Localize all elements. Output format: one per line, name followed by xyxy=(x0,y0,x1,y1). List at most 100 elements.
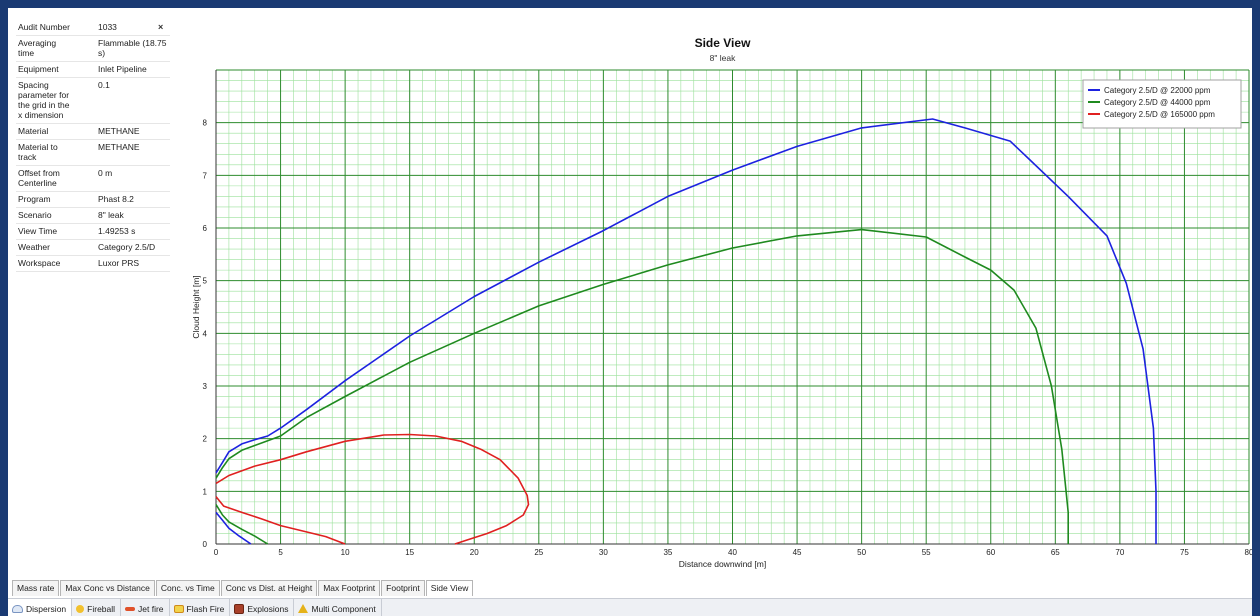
report-tab[interactable]: Max Conc vs Distance xyxy=(60,580,155,596)
x-tick-label: 20 xyxy=(470,548,479,557)
model-tab-label: Jet fire xyxy=(138,603,164,614)
legend-label: Category 2.5/D @ 44000 ppm xyxy=(1104,98,1211,107)
legend-label: Category 2.5/D @ 165000 ppm xyxy=(1104,110,1215,119)
property-key: Equipment xyxy=(18,64,59,74)
property-key: Material xyxy=(18,126,49,136)
property-key: Workspace xyxy=(18,258,61,268)
property-row: Spacing parameter for the grid in the x … xyxy=(16,78,170,124)
x-tick-label: 30 xyxy=(599,548,608,557)
model-tab-label: Explosions xyxy=(247,603,289,614)
property-row: Workspace Luxor PRS xyxy=(16,256,170,272)
chart-title: Side View xyxy=(695,36,751,50)
property-value: Category 2.5/D xyxy=(98,242,156,252)
series-line-4 xyxy=(215,511,252,545)
app-frame: × Audit Number 1033 Averaging time Flammabl… xyxy=(8,8,1252,616)
report-tab[interactable]: Mass rate xyxy=(12,580,60,596)
report-tab[interactable]: Footprint xyxy=(381,580,425,596)
properties-panel: × Audit Number 1033 Averaging time Flammabl… xyxy=(16,20,170,272)
property-value: METHANE xyxy=(98,142,140,152)
property-value: 1.49253 s xyxy=(98,226,136,236)
property-row: Averaging time Flammable (18.75 s) xyxy=(16,36,170,62)
model-tab-label: Multi Component xyxy=(311,603,376,614)
y-tick-label: 6 xyxy=(203,224,208,233)
property-row: Material METHANE xyxy=(16,124,170,140)
property-key: View Time xyxy=(18,226,58,236)
y-tick-label: 5 xyxy=(203,277,208,286)
x-tick-label: 65 xyxy=(1051,548,1060,557)
model-tab[interactable]: Fireball xyxy=(72,599,122,616)
property-value: 8" leak xyxy=(98,210,124,220)
property-row: Scenario 8" leak xyxy=(16,208,170,224)
legend-label: Category 2.5/D @ 22000 ppm xyxy=(1104,86,1211,95)
property-key: Program xyxy=(18,194,51,204)
report-tab[interactable]: Conc vs Dist. at Height xyxy=(220,580,318,596)
report-tab[interactable]: Conc. vs Time xyxy=(155,580,220,596)
y-tick-label: 8 xyxy=(203,119,208,128)
series-line-3 xyxy=(215,496,346,545)
property-key: Scenario xyxy=(18,210,52,220)
multi-component-icon xyxy=(298,604,309,613)
report-tab[interactable]: Side View xyxy=(425,580,474,596)
jet-fire-icon xyxy=(125,606,136,611)
x-tick-label: 70 xyxy=(1115,548,1124,557)
series-line-5 xyxy=(215,504,269,545)
property-value: Inlet Pipeline xyxy=(98,64,147,74)
flash-fire-icon xyxy=(173,604,184,613)
model-tab[interactable]: Flash Fire xyxy=(170,599,231,616)
legend-box xyxy=(1082,79,1242,129)
chart-subtitle: 8" leak xyxy=(710,53,736,63)
y-tick-label: 7 xyxy=(203,171,208,180)
model-tab[interactable]: Jet fire xyxy=(121,599,170,616)
series-line-1 xyxy=(215,228,1069,544)
x-tick-label: 25 xyxy=(534,548,543,557)
property-value: 0.1 xyxy=(98,80,110,90)
model-tab[interactable]: Explosions xyxy=(230,599,295,616)
property-row: Equipment Inlet Pipeline xyxy=(16,62,170,78)
property-value: Luxor PRS xyxy=(98,258,140,268)
model-tab-label: Flash Fire xyxy=(186,603,225,614)
dispersion-icon xyxy=(12,604,23,613)
model-tab[interactable]: Multi Component xyxy=(294,599,382,616)
property-row: Program Phast 8.2 xyxy=(16,192,170,208)
property-key: Spacing parameter for the grid in the x … xyxy=(18,80,70,120)
property-row: Material to track METHANE xyxy=(16,140,170,166)
x-tick-label: 5 xyxy=(278,548,283,557)
x-tick-label: 15 xyxy=(405,548,414,557)
y-tick-label: 3 xyxy=(203,382,208,391)
property-key: Weather xyxy=(18,242,50,252)
chart-svg: 0 5 10 15 20 25 30 35 40 45 50 55 60 65 70 75 8001234567… xyxy=(191,36,1252,569)
property-value: Phast 8.2 xyxy=(98,194,134,204)
x-axis-label: Distance downwind [m] xyxy=(679,559,766,569)
report-tab[interactable]: Max Footprint xyxy=(318,580,381,596)
property-value: 1033 xyxy=(98,22,117,32)
x-tick-label: 50 xyxy=(857,548,866,557)
series-line-2 xyxy=(215,433,530,545)
property-value: 0 m xyxy=(98,168,113,178)
property-row: Offset from Centerline 0 m xyxy=(16,166,170,192)
x-tick-label: 75 xyxy=(1180,548,1189,557)
property-value: Flammable (18.75 s) xyxy=(98,38,167,58)
y-tick-label: 2 xyxy=(203,435,208,444)
close-icon[interactable]: × xyxy=(158,22,164,32)
y-tick-label: 4 xyxy=(203,329,208,338)
x-tick-label: 55 xyxy=(922,548,931,557)
model-tab-label: Dispersion xyxy=(26,603,67,614)
property-row: Audit Number 1033 xyxy=(16,20,170,36)
x-tick-label: 80 xyxy=(1245,548,1252,557)
model-tab-label: Fireball xyxy=(87,603,116,614)
model-tab[interactable]: Dispersion xyxy=(8,599,73,616)
property-key: Material to track xyxy=(18,142,58,162)
property-key: Audit Number xyxy=(18,22,70,32)
report-tabs: Mass rate Max Conc vs Distance Conc. vs Ti… xyxy=(12,580,474,596)
model-tabs: Dispersion Fireball Jet fire Flash Fire Expl… xyxy=(8,598,1252,616)
property-value: METHANE xyxy=(98,126,140,136)
property-key: Averaging time xyxy=(18,38,57,58)
side-view-chart: 0 5 10 15 20 25 30 35 40 45 50 55 60 65 70 75 80 0 1 2 3 4 5 6 7… xyxy=(174,16,1252,574)
x-tick-label: 35 xyxy=(663,548,672,557)
property-row: View Time 1.49253 s xyxy=(16,224,170,240)
x-tick-label: 40 xyxy=(728,548,737,557)
fireball-icon xyxy=(76,604,85,613)
property-key: Offset from Centerline xyxy=(18,168,60,188)
x-tick-label: 45 xyxy=(793,548,802,557)
x-tick-label: 10 xyxy=(341,548,350,557)
